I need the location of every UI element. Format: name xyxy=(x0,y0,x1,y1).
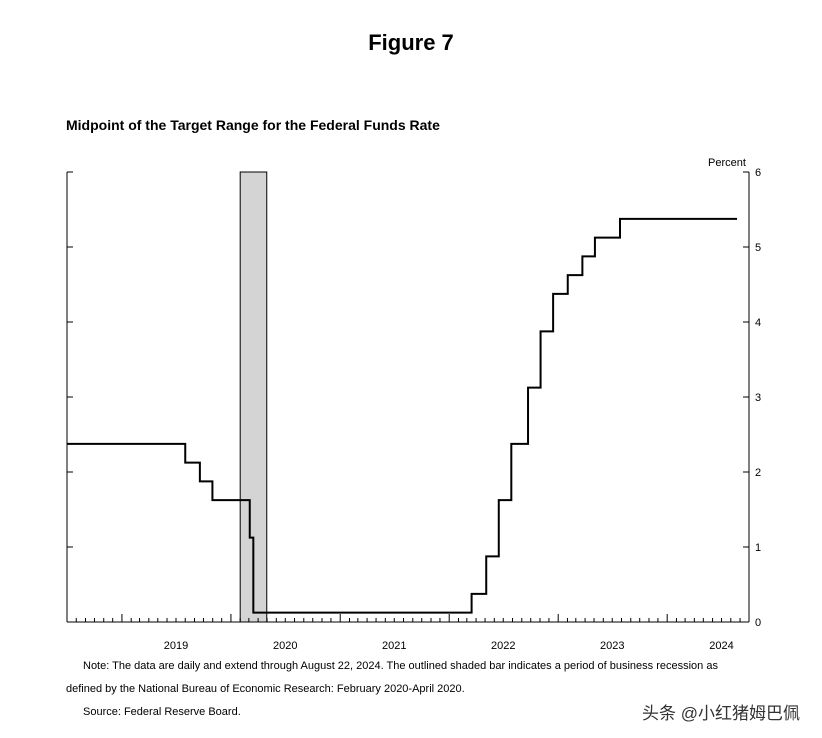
fed-funds-rate-chart: 0 1 2 3 4 5 6 2019 2020 2021 2022 2023 2024 xyxy=(66,167,761,650)
figure-title: Figure 7 xyxy=(368,30,454,55)
watermark: 头条 @小红猪姆巴佩 xyxy=(642,704,800,723)
x-tick-label: 2021 xyxy=(382,640,406,650)
chart-title: Midpoint of the Target Range for the Fed… xyxy=(66,117,440,133)
y-axis-unit-label: Percent xyxy=(708,157,746,169)
y-tick-label: 1 xyxy=(755,542,761,554)
y-tick-label: 4 xyxy=(755,317,761,329)
x-tick-label: 2019 xyxy=(164,640,188,650)
y-tick-label: 3 xyxy=(755,392,761,404)
x-tick-label: 2023 xyxy=(600,640,624,650)
x-tick-label: 2020 xyxy=(273,640,297,650)
rate-step-line xyxy=(67,217,738,614)
y-tick-label: 0 xyxy=(755,617,761,629)
x-tick-label: 2024 xyxy=(709,640,733,650)
x-tick-label: 2022 xyxy=(491,640,515,650)
y-tick-label: 6 xyxy=(755,167,761,179)
chart-note-line-1: Note: The data are daily and extend thro… xyxy=(83,660,718,672)
chart-note-line-2: defined by the National Bureau of Econom… xyxy=(66,683,465,695)
y-tick-label: 5 xyxy=(755,242,761,254)
y-tick-label: 2 xyxy=(755,467,761,479)
chart-source: Source: Federal Reserve Board. xyxy=(83,706,241,718)
